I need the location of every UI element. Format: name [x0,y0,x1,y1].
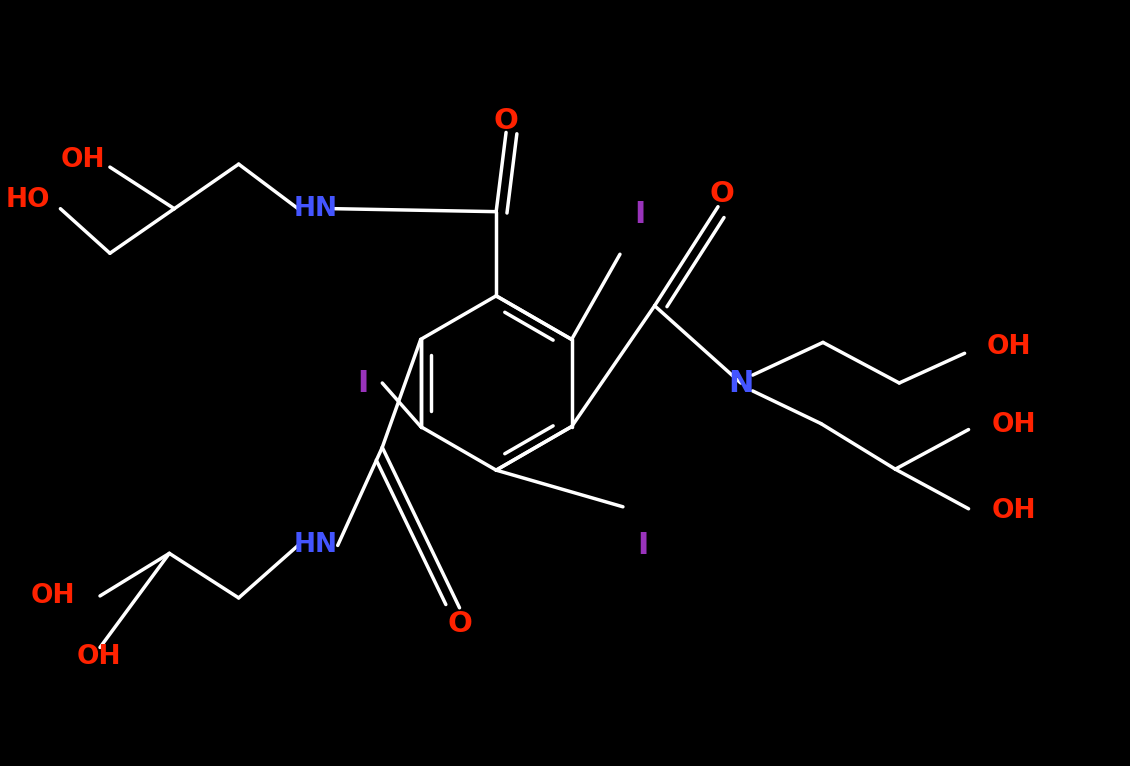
Text: HN: HN [294,532,338,558]
Text: OH: OH [991,498,1036,524]
Text: O: O [494,106,519,135]
Text: OH: OH [31,583,76,609]
Text: OH: OH [61,147,105,173]
Text: I: I [637,531,649,560]
Text: HN: HN [294,195,338,221]
Text: O: O [710,180,734,208]
Text: I: I [634,200,645,229]
Text: O: O [447,610,472,637]
Text: OH: OH [991,411,1036,437]
Text: OH: OH [77,644,121,670]
Text: OH: OH [986,334,1031,360]
Text: HO: HO [6,187,51,213]
Text: N: N [728,368,754,398]
Text: I: I [357,368,368,398]
